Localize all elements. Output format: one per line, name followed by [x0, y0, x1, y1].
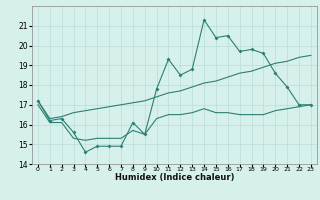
X-axis label: Humidex (Indice chaleur): Humidex (Indice chaleur) [115, 173, 234, 182]
